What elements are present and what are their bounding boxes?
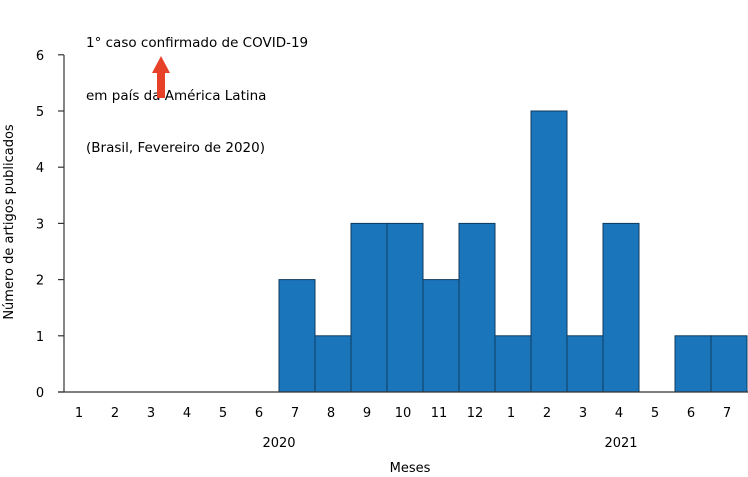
x-tick-label: 5 xyxy=(651,406,659,421)
x-tick-label: 1 xyxy=(507,406,515,421)
covid-annotation: 1° caso confirmado de COVID-19 em país d… xyxy=(86,0,308,175)
bar xyxy=(602,222,640,393)
y-tick-label: 4 xyxy=(36,161,44,176)
bar xyxy=(566,335,604,393)
bar xyxy=(278,279,316,393)
annotation-line-1: 1° caso confirmado de COVID-19 xyxy=(86,35,309,51)
bar xyxy=(710,335,748,393)
x-tick-label: 6 xyxy=(255,406,263,421)
x-tick-label: 2 xyxy=(111,406,119,421)
x-tick-label: 7 xyxy=(291,406,299,421)
y-axis-label: Número de artigos publicados xyxy=(2,124,17,320)
bar xyxy=(350,222,388,393)
x-tick-label: 5 xyxy=(219,406,227,421)
x-tick-label: 12 xyxy=(467,406,484,421)
x-tick-label: 6 xyxy=(687,406,695,421)
annotation-line-2: em país da América Latina xyxy=(86,87,267,104)
x-tick-label: 2 xyxy=(543,406,551,421)
y-axis-ticks: 0 1 2 3 4 5 6 xyxy=(36,49,64,401)
x-tick-label: 1 xyxy=(75,406,83,421)
y-tick-label: 1 xyxy=(36,330,44,345)
y-tick-label: 2 xyxy=(36,274,44,289)
y-tick-label: 3 xyxy=(36,217,44,232)
x-axis-ticks: 1 2 3 4 5 6 7 8 9 10 11 12 1 2 3 4 5 6 7 xyxy=(75,406,731,421)
y-tick-label: 5 xyxy=(36,105,44,120)
bar xyxy=(458,222,496,393)
x-tick-label: 8 xyxy=(327,406,335,421)
x-tick-label: 3 xyxy=(579,406,587,421)
year-label: 2020 xyxy=(262,436,295,451)
x-tick-label: 10 xyxy=(395,406,412,421)
bar xyxy=(674,335,712,393)
x-axis-label: Meses xyxy=(390,461,431,476)
x-tick-label: 3 xyxy=(147,406,155,421)
year-labels: 2020 2021 xyxy=(262,436,637,451)
x-tick-label: 4 xyxy=(183,406,191,421)
bar xyxy=(422,279,460,393)
annotation-line-3: (Brasil, Fevereiro de 2020) xyxy=(86,140,266,156)
x-tick-label: 4 xyxy=(615,406,623,421)
x-tick-label: 11 xyxy=(431,406,448,421)
bar xyxy=(314,335,352,393)
bar xyxy=(530,110,568,393)
bar xyxy=(386,222,424,393)
up-arrow-icon xyxy=(152,56,170,98)
bar xyxy=(494,335,532,393)
y-tick-label: 0 xyxy=(36,386,44,401)
bars xyxy=(278,110,748,393)
y-tick-label: 6 xyxy=(36,49,44,64)
year-label: 2021 xyxy=(604,436,637,451)
x-tick-label: 9 xyxy=(363,406,371,421)
x-tick-label: 7 xyxy=(723,406,731,421)
